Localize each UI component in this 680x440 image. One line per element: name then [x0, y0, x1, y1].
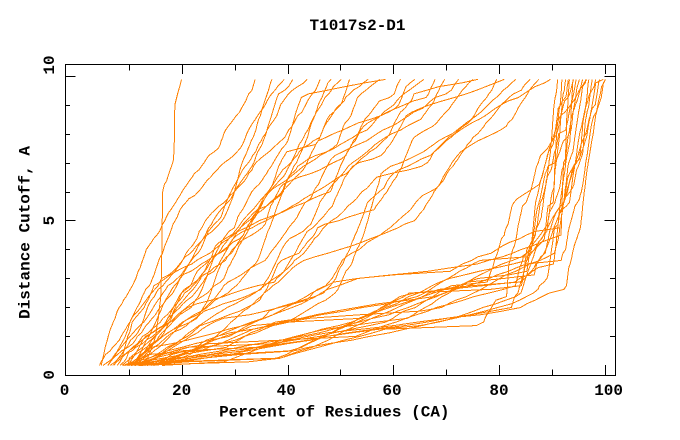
svg-text:20: 20 — [172, 382, 191, 400]
svg-text:100: 100 — [594, 382, 623, 400]
svg-text:5: 5 — [41, 216, 59, 226]
svg-text:40: 40 — [277, 382, 296, 400]
svg-text:80: 80 — [489, 382, 508, 400]
svg-text:Percent of Residues (CA): Percent of Residues (CA) — [219, 403, 449, 421]
svg-text:60: 60 — [382, 382, 401, 400]
svg-text:10: 10 — [41, 55, 59, 74]
svg-text:0: 0 — [41, 370, 59, 380]
svg-text:0: 0 — [60, 382, 70, 400]
svg-text:Distance Cutoff, A: Distance Cutoff, A — [17, 146, 35, 319]
svg-text:T1017s2-D1: T1017s2-D1 — [309, 17, 405, 35]
